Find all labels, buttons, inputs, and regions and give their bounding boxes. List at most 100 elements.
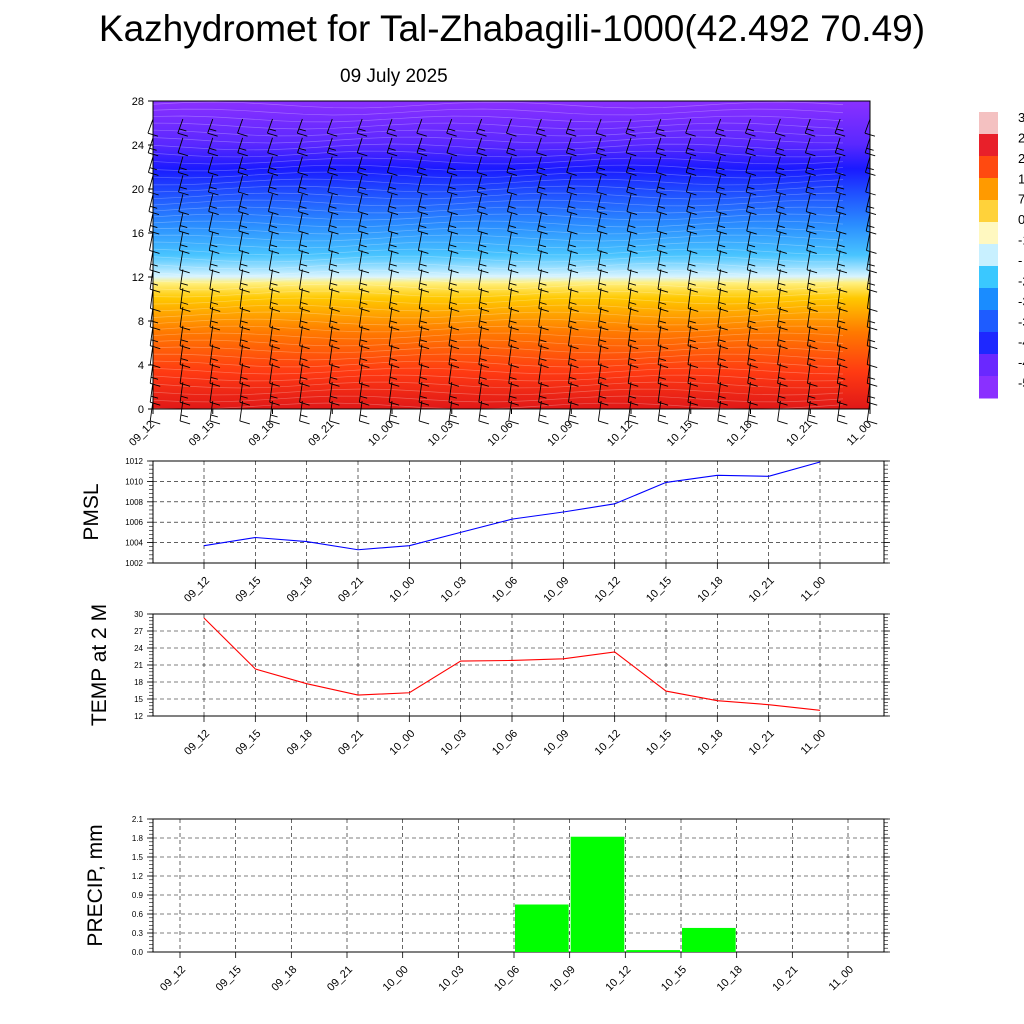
wind-barb-flag [507,250,519,254]
wind-barb [179,306,184,328]
y-tick-label: 1.5 [132,853,144,862]
wind-barb [208,231,214,251]
wind-barb-flag [775,171,786,176]
wind-barb [237,118,244,134]
wind-barb-flag [717,420,728,425]
wind-barb-flag [658,414,667,418]
wind-barb-flag [597,230,608,235]
wind-barb [329,325,333,346]
wind-barb [596,194,602,212]
x-tick-label: 09_18 [269,964,299,994]
y-tick-label: 0.9 [132,891,144,900]
wind-barb [536,156,542,173]
wind-barb-flag [239,382,250,387]
wind-barb-flag [838,301,846,305]
contour-line [152,353,844,361]
wind-barb-flag [686,230,698,235]
wind-barb-flag [149,230,160,235]
wind-barb [595,118,602,134]
wind-barb-flag [747,288,758,293]
wind-barb-flag [357,211,369,215]
wind-barb [448,325,453,346]
colorbar-swatch [979,156,998,179]
wind-barb-flag [867,376,876,380]
wind-barb [566,156,572,173]
wind-barb-flag [388,288,400,293]
wind-barb [687,325,692,346]
wind-barb-flag [416,152,428,157]
wind-barb-flag [537,230,548,235]
wind-barb-flag [358,269,370,274]
wind-barb [807,344,811,365]
wind-barb [566,175,572,193]
wind-barb-flag [269,269,280,274]
wind-barb-flag [149,288,161,293]
wind-barb-flag [150,339,159,343]
wind-barb [836,344,841,365]
wind-barb-flag [807,186,815,190]
x-tick-label: 09_15 [214,964,244,994]
wind-barb-flag [507,147,516,151]
wind-barb [388,306,393,328]
wind-barb-flag [716,191,727,196]
contour-line [152,381,844,389]
wind-barb [209,269,214,290]
wind-barb [626,194,632,212]
wind-barb-flag [507,211,518,215]
y-tick-label: 1.8 [132,834,144,843]
wind-barb-flag [566,132,577,137]
wind-barb-flag [210,376,218,380]
y-tick-label: 24 [134,644,143,653]
wind-barb-flag [627,186,636,190]
colorbar-swatch [979,200,998,223]
contour-line [152,227,844,235]
wind-barb [715,118,722,134]
wind-barb-flag [237,132,248,137]
wind-barb-flag [268,191,279,196]
colorbar-swatch [979,178,998,201]
wind-barb-flag [568,244,576,248]
wind-barb-flag [718,301,726,305]
wind-barb [476,175,483,193]
wind-barb [717,269,722,290]
wind-barb-flag [688,320,696,324]
wind-barb-flag [747,205,755,209]
wind-barb [267,175,273,193]
wind-barb-flag [359,420,370,425]
wind-barb [358,325,363,346]
wind-barb [836,306,841,328]
wind-barb [299,363,303,384]
wind-barb-flag [628,358,637,361]
wind-barb [388,363,393,384]
wind-barb-flag [180,225,188,229]
wind-barb [864,156,871,173]
colorbar-swatch [979,354,998,377]
pmsl-series-line [203,461,821,551]
wind-barb-flag [357,171,368,176]
wind-barb-flag [418,420,430,425]
wind-barb-flag [867,308,878,312]
wind-barb-flag [479,301,487,305]
wind-barb [775,194,781,212]
wind-barb [685,175,692,193]
wind-barb-flag [806,269,818,274]
x-tick-label: 09_12 [158,964,188,994]
wind-barb [358,363,363,384]
wind-barb [178,194,184,212]
wind-barb-flag [297,132,308,137]
wind-barb-flag [268,211,279,215]
wind-barb [178,231,184,251]
wind-barb-flag [179,364,191,368]
wind-barb-flag [418,401,430,406]
wind-barb-flag [508,364,519,368]
wind-barb [357,212,363,232]
wind-barb-flag [657,205,666,209]
wind-barb-flag [628,244,636,248]
wind-barb-flag [358,128,366,132]
wind-barb-flag [539,395,547,399]
wind-barb-flag [297,191,309,196]
colorbar-swatch [979,310,998,333]
wind-barb-flag [657,250,668,254]
wind-barb-flag [777,308,788,312]
contour-line [152,276,844,284]
